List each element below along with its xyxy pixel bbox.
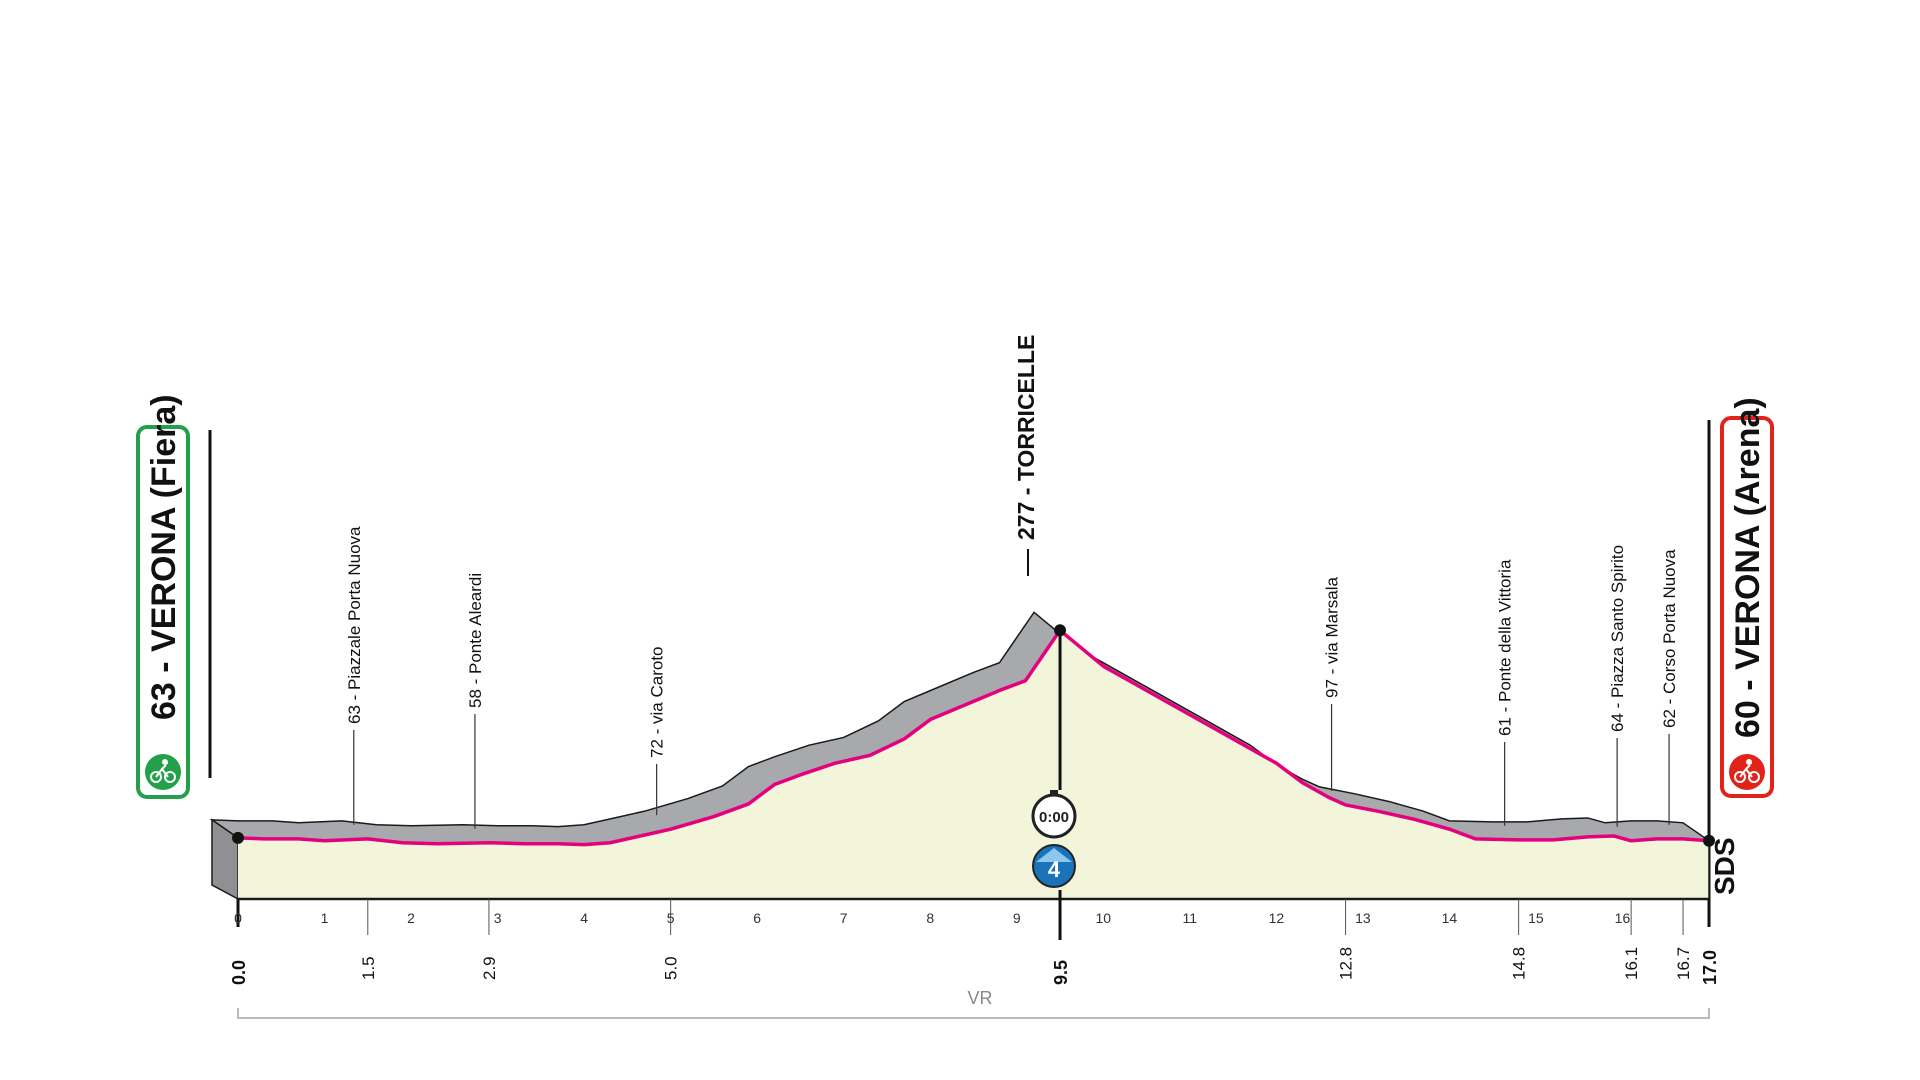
- finish-badge-frame: [1720, 416, 1774, 798]
- cyclist-icon: [1734, 759, 1760, 783]
- finish-point-dot: [1703, 834, 1715, 847]
- main-km-label-0: 0.0: [229, 960, 249, 985]
- waypoint-label-0: 63 - Piazzale Porta Nuova: [345, 526, 364, 724]
- waypoint-km-label-2: 5.0: [662, 956, 681, 980]
- sds-logo: SDS: [1709, 837, 1740, 895]
- gpm-category-icon: 4: [1032, 844, 1076, 888]
- x-tick-label-0: 0: [234, 910, 242, 926]
- x-tick-label-2: 2: [407, 910, 415, 926]
- stopwatch-icon: 0:00: [1031, 790, 1077, 839]
- x-tick-label-9: 9: [1013, 910, 1021, 926]
- waypoint-label-5: 64 - Piazza Santo Spirito: [1608, 545, 1627, 732]
- x-tick-label-13: 13: [1355, 910, 1371, 926]
- x-tick-label-11: 11: [1183, 910, 1198, 926]
- waypoint-km-label-5: 16.1: [1622, 947, 1641, 980]
- finish-label: 60 - VERONA (Arena): [1729, 397, 1767, 738]
- finish-badge: 60 - VERONA (Arena): [1720, 397, 1774, 798]
- x-tick-label-6: 6: [753, 910, 761, 926]
- x-tick-label-7: 7: [840, 910, 848, 926]
- profile-area: [238, 630, 1709, 899]
- elevation-profile: [209, 611, 1715, 901]
- x-axis: 1.5 2.9 5.0 12.8 14.8 16.1 16.70 1 2 3 4 5 6 7 8 9 10 11 1…: [229, 899, 1720, 1019]
- x-tick-label-16: 16: [1615, 910, 1631, 926]
- time-check-label: 0:00: [1039, 809, 1069, 826]
- waypoint-label-1: 58 - Ponte Aleardi: [466, 573, 485, 708]
- waypoint-label-4: 61 - Ponte della Vittoria: [1496, 559, 1515, 736]
- x-tick-label-10: 10: [1096, 910, 1112, 926]
- summit-point-dot: [1054, 624, 1067, 637]
- start-label: 63 - VERONA (Fiera): [145, 394, 183, 720]
- waypoint-label-3: 97 - via Marsala: [1323, 577, 1342, 698]
- start-badge: 63 - VERONA (Fiera): [136, 394, 190, 799]
- main-km-label-1: 9.5: [1051, 960, 1071, 985]
- x-tick-label-4: 4: [580, 910, 588, 926]
- x-tick-label-5: 5: [667, 910, 675, 926]
- province-label: VR: [967, 988, 992, 1008]
- x-tick-label-14: 14: [1442, 910, 1458, 926]
- cyclist-icon: [150, 759, 176, 783]
- x-tick-label-12: 12: [1269, 910, 1285, 926]
- start-point-dot: [232, 831, 244, 844]
- summit-label: 277 - TORRICELLE: [1013, 335, 1039, 540]
- x-tick-label-1: 1: [321, 910, 329, 926]
- waypoints-layer: 63 - Piazzale Porta Nuova 58 - Ponte Alea…: [345, 526, 1679, 940]
- route-line: [237, 628, 1710, 847]
- waypoint-km-label-0: 1.5: [359, 956, 378, 980]
- waypoint-km-label-6: 16.7: [1674, 947, 1693, 980]
- x-tick-label-15: 15: [1528, 910, 1544, 926]
- x-tick-label-8: 8: [926, 910, 934, 926]
- waypoint-km-label-3: 12.8: [1337, 947, 1356, 980]
- waypoint-label-2: 72 - via Caroto: [648, 647, 667, 759]
- main-km-label-2: 17.0: [1700, 950, 1720, 985]
- province-bracket: [237, 1008, 1710, 1019]
- waypoint-label-6: 62 - Corso Porta Nuova: [1660, 549, 1679, 728]
- start-badge-frame: [136, 425, 190, 799]
- waypoint-km-label-1: 2.9: [480, 956, 499, 980]
- x-tick-label-3: 3: [494, 910, 502, 926]
- waypoint-km-label-4: 14.8: [1510, 947, 1529, 980]
- gpm-category-label: 4: [1048, 857, 1061, 882]
- summit-marker: 277 - TORRICELLE 0:00 4: [1013, 335, 1077, 888]
